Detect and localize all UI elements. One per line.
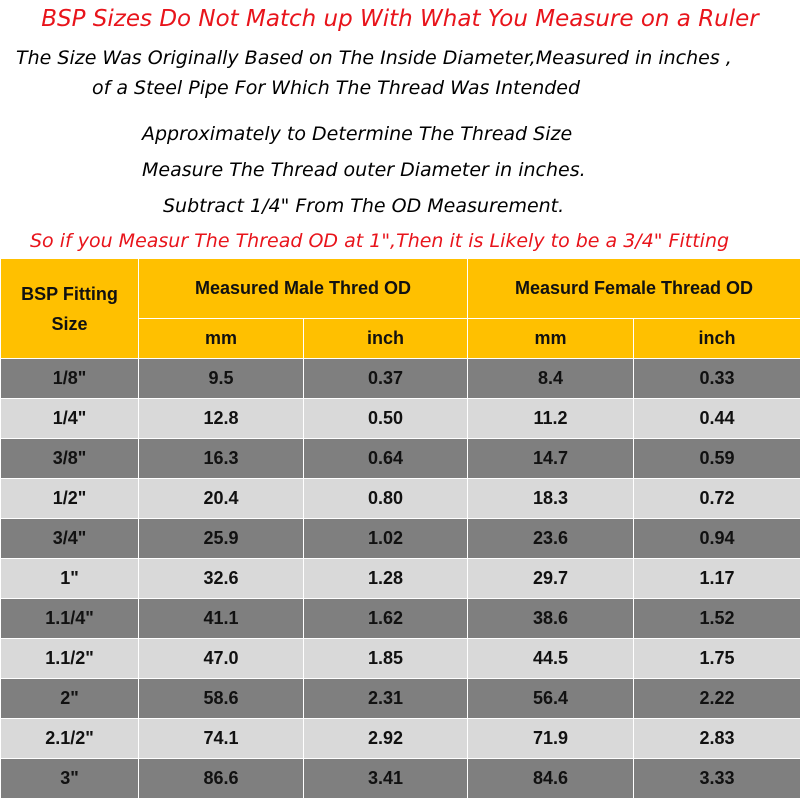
table-row: 1/4" 12.8 0.50 11.2 0.44	[0, 398, 800, 439]
value-cell: 23.6	[467, 518, 634, 559]
size-cell: 1.1/2"	[0, 638, 139, 679]
table-row: 3" 86.6 3.41 84.6 3.33	[0, 758, 800, 799]
value-cell: 14.7	[467, 438, 634, 479]
value-cell: 1.62	[303, 598, 468, 639]
value-cell: 12.8	[138, 398, 304, 439]
value-cell: 58.6	[138, 678, 304, 719]
size-cell: 2.1/2"	[0, 718, 139, 759]
value-cell: 29.7	[467, 558, 634, 599]
value-cell: 20.4	[138, 478, 304, 519]
value-cell: 2.92	[303, 718, 468, 759]
size-cell: 1/8"	[0, 358, 139, 399]
value-cell: 0.33	[632, 358, 800, 399]
size-cell: 3"	[0, 758, 139, 799]
value-cell: 71.9	[467, 718, 634, 759]
instruction-line: Approximately to Determine The Thread Si…	[142, 123, 573, 145]
value-cell: 0.64	[303, 438, 468, 479]
table-row: 1.1/4" 41.1 1.62 38.6 1.52	[0, 598, 800, 639]
value-cell: 1.02	[303, 518, 468, 559]
table-row: 1.1/2" 47.0 1.85 44.5 1.75	[0, 638, 800, 679]
table-row: 1" 32.6 1.28 29.7 1.17	[0, 558, 800, 599]
group-header: Measurd Female Thread OD	[466, 258, 800, 319]
value-cell: 3.41	[303, 758, 468, 799]
table-row: 3/4" 25.9 1.02 23.6 0.94	[0, 518, 800, 559]
value-cell: 0.44	[632, 398, 800, 439]
size-cell: 2"	[0, 678, 139, 719]
size-cell: 3/4"	[0, 518, 139, 559]
value-cell: 2.31	[303, 678, 468, 719]
value-cell: 86.6	[138, 758, 304, 799]
value-cell: 8.4	[467, 358, 634, 399]
table-row: 1/2" 20.4 0.80 18.3 0.72	[0, 478, 800, 519]
value-cell: 0.59	[632, 438, 800, 479]
value-cell: 32.6	[138, 558, 304, 599]
table-row: 1/8" 9.5 0.37 8.4 0.33	[0, 358, 800, 399]
unit-header: mm	[467, 318, 634, 359]
value-cell: 1.17	[632, 558, 800, 599]
value-cell: 9.5	[138, 358, 304, 399]
value-cell: 44.5	[467, 638, 634, 679]
value-cell: 11.2	[467, 398, 634, 439]
size-cell: 1/2"	[0, 478, 139, 519]
title: BSP Sizes Do Not Match up With What You …	[41, 6, 759, 32]
value-cell: 41.1	[138, 598, 304, 639]
intro-line: of a Steel Pipe For Which The Thread Was…	[92, 77, 581, 99]
size-cell: 3/8"	[0, 438, 139, 479]
size-table: BSP Fitting Size Measured Male Thred OD …	[0, 258, 800, 799]
instruction-line: Measure The Thread outer Diameter in inc…	[142, 159, 586, 181]
value-cell: 56.4	[467, 678, 634, 719]
value-cell: 84.6	[467, 758, 634, 799]
value-cell: 0.50	[303, 398, 468, 439]
group-header: Measured Male Thred OD	[138, 258, 468, 319]
note: So if you Measur The Thread OD at 1",The…	[30, 230, 730, 252]
value-cell: 1.52	[632, 598, 800, 639]
value-cell: 1.75	[632, 638, 800, 679]
value-cell: 2.22	[632, 678, 800, 719]
value-cell: 2.83	[632, 718, 800, 759]
value-cell: 1.85	[303, 638, 468, 679]
size-header: BSP Fitting Size	[0, 258, 139, 359]
size-cell: 1.1/4"	[0, 598, 139, 639]
unit-header: inch	[303, 318, 468, 359]
table-row: 2" 58.6 2.31 56.4 2.22	[0, 678, 800, 719]
value-cell: 0.72	[632, 478, 800, 519]
value-cell: 38.6	[467, 598, 634, 639]
value-cell: 3.33	[632, 758, 800, 799]
table-row: 2.1/2" 74.1 2.92 71.9 2.83	[0, 718, 800, 759]
size-cell: 1"	[0, 558, 139, 599]
value-cell: 18.3	[467, 478, 634, 519]
value-cell: 47.0	[138, 638, 304, 679]
table-row: 3/8" 16.3 0.64 14.7 0.59	[0, 438, 800, 479]
value-cell: 0.37	[303, 358, 468, 399]
intro-line: The Size Was Originally Based on The Ins…	[16, 47, 732, 69]
size-cell: 1/4"	[0, 398, 139, 439]
value-cell: 25.9	[138, 518, 304, 559]
value-cell: 16.3	[138, 438, 304, 479]
instruction-line: Subtract 1/4" From The OD Measurement.	[163, 195, 565, 217]
value-cell: 0.80	[303, 478, 468, 519]
unit-header: mm	[138, 318, 304, 359]
unit-header: inch	[632, 318, 800, 359]
value-cell: 74.1	[138, 718, 304, 759]
value-cell: 1.28	[303, 558, 468, 599]
value-cell: 0.94	[632, 518, 800, 559]
